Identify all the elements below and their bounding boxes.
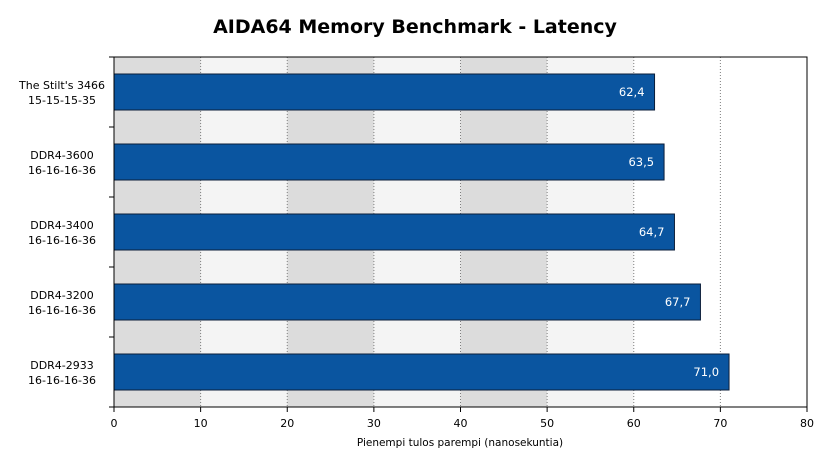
x-axis-title: Pienempi tulos parempi (nanosekuntia) [357, 437, 563, 449]
category-label: DDR4-2933 16-16-16-36 [28, 359, 96, 387]
x-tick-label: 0 [111, 417, 118, 430]
x-tick-labels: 0 10 20 30 40 50 60 70 80 [111, 417, 815, 430]
bar-value-label: 64,7 [639, 225, 665, 239]
category-label-line: 16-16-16-36 [28, 304, 96, 317]
bar [113, 213, 675, 251]
category-label-line: 15-15-15-35 [28, 94, 96, 107]
x-tick-label: 20 [280, 417, 294, 430]
category-label-line: DDR4-3200 [30, 289, 94, 302]
x-tick-label: 10 [194, 417, 208, 430]
category-label-line: DDR4-3400 [30, 219, 94, 232]
bar [113, 73, 656, 111]
x-tick-label: 40 [454, 417, 468, 430]
chart-title: AIDA64 Memory Benchmark - Latency [213, 16, 617, 38]
x-tick-label: 60 [627, 417, 641, 430]
x-tick-label: 70 [713, 417, 727, 430]
category-label: DDR4-3400 16-16-16-36 [28, 219, 96, 247]
x-tick-label: 80 [800, 417, 814, 430]
category-label-line: DDR4-3600 [30, 149, 94, 162]
x-tick-label: 30 [367, 417, 381, 430]
bar-value-label: 63,5 [628, 155, 654, 169]
category-labels: The Stilt's 3466 15-15-15-35 DDR4-3600 16-1… [18, 79, 105, 387]
category-label: DDR4-3600 16-16-16-36 [28, 149, 96, 177]
bar [113, 283, 701, 321]
category-label-line: 16-16-16-36 [28, 234, 96, 247]
bar-value-label: 67,7 [665, 295, 691, 309]
bar [113, 353, 730, 391]
x-tick-label: 50 [540, 417, 554, 430]
bar-value-label: 71,0 [693, 365, 719, 379]
category-label-line: DDR4-2933 [30, 359, 94, 372]
category-label: DDR4-3200 16-16-16-36 [28, 289, 96, 317]
axes [109, 56, 808, 412]
bar-value-label: 62,4 [619, 85, 645, 99]
category-label-line: 16-16-16-36 [28, 374, 96, 387]
category-label: The Stilt's 3466 15-15-15-35 [18, 79, 105, 107]
bar [113, 143, 665, 181]
category-label-line: 16-16-16-36 [28, 164, 96, 177]
bars [113, 73, 730, 391]
category-label-line: The Stilt's 3466 [18, 79, 105, 92]
plot-band [720, 57, 807, 407]
bar-value-labels: 62,4 63,5 64,7 67,7 71,0 [619, 85, 719, 379]
